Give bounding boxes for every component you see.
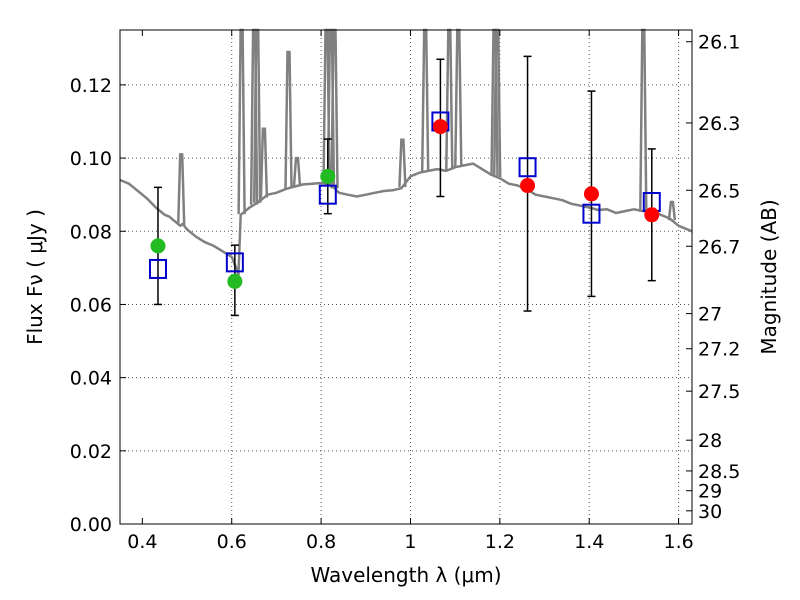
y-tick-label: 0.12 bbox=[70, 75, 112, 97]
model-spectrum bbox=[119, 28, 693, 277]
x-tick-label: 1 bbox=[404, 531, 416, 553]
data-point-square bbox=[518, 157, 537, 178]
emission-line bbox=[398, 138, 407, 187]
y-tick-label: 0.08 bbox=[70, 221, 112, 243]
right-tick-label: 27.2 bbox=[698, 339, 740, 361]
data-point-circle bbox=[432, 119, 448, 135]
right-tick-label: 30 bbox=[698, 501, 722, 523]
emission-line bbox=[445, 28, 454, 170]
x-tick-label: 0.8 bbox=[306, 531, 336, 553]
emission-line bbox=[420, 28, 430, 172]
x-tick-label: 1.4 bbox=[574, 531, 604, 553]
y-tick-label: 0.00 bbox=[70, 514, 112, 536]
data-point-circle bbox=[320, 168, 336, 184]
right-tick-label: 27.5 bbox=[698, 381, 740, 403]
axis-ticks: 0.4 0.6 0.8 1 1.2 1.4 1.6 0.00 0.02 0.04 0.06 0.08 0… bbox=[70, 30, 740, 553]
emission-line bbox=[667, 200, 677, 221]
y-tick-label: 0.10 bbox=[70, 148, 112, 170]
grid-lines bbox=[120, 30, 692, 524]
right-tick-label: 29 bbox=[698, 481, 722, 503]
y-tick-label: 0.04 bbox=[70, 368, 112, 390]
emission-line bbox=[176, 153, 186, 226]
data-point-square bbox=[318, 184, 337, 205]
right-tick-label: 27 bbox=[698, 304, 722, 326]
emission-line bbox=[639, 28, 648, 212]
data-point-circle bbox=[583, 186, 599, 202]
data-point-square bbox=[582, 203, 601, 224]
plot-frame bbox=[119, 29, 693, 525]
emission-line bbox=[259, 127, 269, 198]
x-tick-label: 1.2 bbox=[485, 531, 515, 553]
data-point-square bbox=[148, 258, 167, 279]
data-markers bbox=[148, 111, 661, 289]
right-tick-label: 26.1 bbox=[698, 32, 740, 54]
emission-line bbox=[237, 28, 246, 215]
right-tick-label: 26.7 bbox=[698, 236, 740, 258]
x-axis-label: Wavelength λ (μm) bbox=[310, 563, 501, 587]
data-point-circle bbox=[150, 238, 166, 254]
data-point-circle bbox=[227, 273, 243, 289]
right-axis-label: Magnitude (AB) bbox=[757, 199, 781, 354]
y-axis-label: Flux Fν ( μJy ) bbox=[23, 209, 47, 345]
x-tick-label: 0.4 bbox=[127, 531, 157, 553]
emission-line bbox=[284, 50, 293, 189]
emission-line bbox=[292, 156, 302, 187]
right-tick-label: 26.5 bbox=[698, 180, 740, 202]
data-point-circle bbox=[644, 207, 660, 223]
data-point-square bbox=[225, 252, 244, 273]
right-tick-label: 26.3 bbox=[698, 113, 740, 135]
x-tick-label: 0.6 bbox=[217, 531, 247, 553]
y-tick-label: 0.02 bbox=[70, 441, 112, 463]
right-tick-label: 28 bbox=[698, 430, 722, 452]
spectrum-continuum bbox=[119, 162, 693, 277]
right-tick-label: 28.5 bbox=[698, 461, 740, 483]
y-tick-label: 0.06 bbox=[70, 294, 112, 316]
x-tick-label: 1.6 bbox=[663, 531, 693, 553]
data-point-circle bbox=[520, 178, 536, 194]
emission-line bbox=[454, 28, 463, 167]
